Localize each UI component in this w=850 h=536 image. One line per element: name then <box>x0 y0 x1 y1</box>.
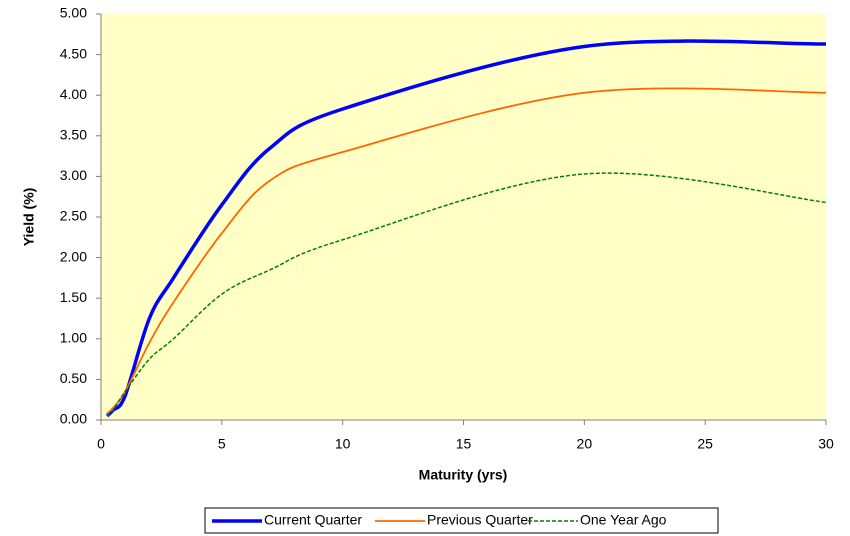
x-tick-label: 0 <box>97 436 105 452</box>
y-tick-label: 1.00 <box>60 330 87 346</box>
x-axis-title: Maturity (yrs) <box>419 467 508 483</box>
series-line <box>105 39 827 418</box>
y-tick-label: 2.50 <box>60 208 87 224</box>
y-tick-label: 1.50 <box>60 289 87 305</box>
x-tick-label: 25 <box>697 436 713 452</box>
y-tick-label: 3.00 <box>60 167 87 183</box>
x-tick-label: 20 <box>577 436 593 452</box>
plot-area <box>101 14 826 420</box>
x-tick-label: 5 <box>218 436 226 452</box>
legend-box <box>204 507 719 534</box>
legend-label: One Year Ago <box>580 512 667 528</box>
x-tick-label: 15 <box>456 436 472 452</box>
x-tick-label: 10 <box>335 436 351 452</box>
legend: Current Quarter Previous Quarter One Year … <box>204 507 719 534</box>
y-tick-label: 4.00 <box>60 86 87 102</box>
y-tick-label: 4.50 <box>60 45 87 61</box>
legend-label: Previous Quarter <box>427 512 533 528</box>
y-tick-label: 0.00 <box>60 411 87 427</box>
y-axis-title: Yield (%) <box>21 188 37 247</box>
y-tick-label: 2.00 <box>60 248 87 264</box>
y-tick-label: 3.50 <box>60 127 87 143</box>
legend-label: Current Quarter <box>264 512 362 528</box>
series-line <box>106 172 827 417</box>
x-tick-label: 30 <box>818 436 834 452</box>
y-tick-label: 5.00 <box>60 5 87 21</box>
y-tick-label: 0.50 <box>60 370 87 386</box>
